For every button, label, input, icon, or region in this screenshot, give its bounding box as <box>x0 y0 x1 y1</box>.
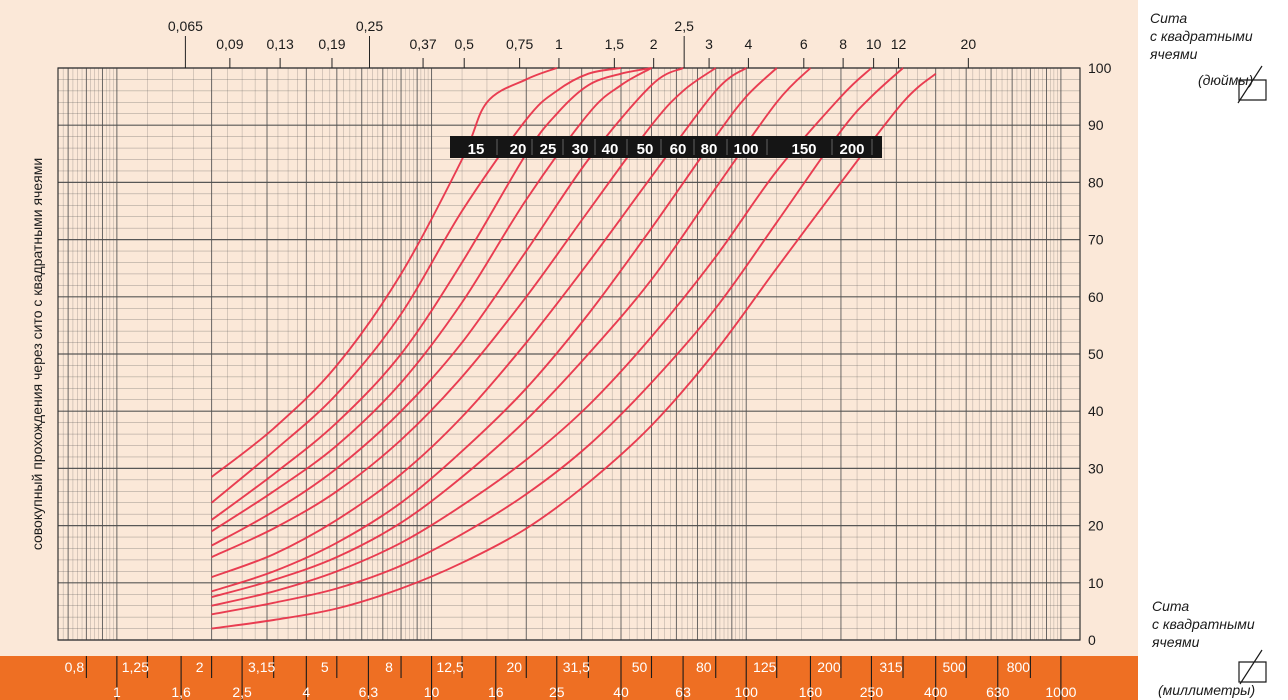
legend-top-line1: Сита <box>1150 10 1188 26</box>
y-tick-label: 30 <box>1088 460 1104 476</box>
bottom-tick-label: 12,5 <box>436 659 463 675</box>
top-tick-label-upper: 2,5 <box>674 18 694 34</box>
bottom-tick-label: 800 <box>1007 659 1031 675</box>
top-tick-label: 20 <box>961 36 977 52</box>
curve-label: 150 <box>791 141 816 158</box>
top-tick-label: 3 <box>705 36 713 52</box>
top-tick-label: 10 <box>866 36 882 52</box>
bottom-tick-label-lower: 6,3 <box>359 684 379 700</box>
bottom-tick-label: 125 <box>753 659 777 675</box>
top-tick-label: 4 <box>744 36 752 52</box>
top-tick-label: 1,5 <box>605 36 625 52</box>
legend-top-unit: (дюймы) <box>1198 72 1254 88</box>
legend-top-line3: ячеями <box>1150 46 1198 62</box>
legend-bottom-line3: ячеями <box>1152 634 1200 650</box>
bottom-tick-label: 1,25 <box>122 659 149 675</box>
bottom-tick-label: 5 <box>321 659 329 675</box>
curve-label: 200 <box>839 141 864 158</box>
y-tick-label: 60 <box>1088 289 1104 305</box>
y-tick-label: 20 <box>1088 518 1104 534</box>
bottom-tick-label: 0,8 <box>65 659 85 675</box>
bottom-tick-label: 500 <box>942 659 966 675</box>
top-tick-label-upper: 0,065 <box>168 18 203 34</box>
bottom-tick-label-lower: 10 <box>424 684 440 700</box>
y-tick-label: 80 <box>1088 174 1104 190</box>
curve-label-bar <box>450 136 882 158</box>
curve-label: 30 <box>572 141 589 158</box>
curve-label: 80 <box>701 141 718 158</box>
top-tick-label-upper: 0,25 <box>356 18 383 34</box>
grading-curve <box>211 67 652 521</box>
y-axis-title: совокупный прохождения через сито с квад… <box>29 158 45 550</box>
curve-label: 25 <box>540 141 557 158</box>
curve-label: 60 <box>670 141 687 158</box>
top-tick-label: 0,5 <box>454 36 474 52</box>
bottom-tick-label-lower: 400 <box>924 684 948 700</box>
top-tick-label: 0,75 <box>506 36 533 52</box>
plot-frame <box>57 67 1081 641</box>
grading-curve <box>211 72 937 630</box>
grading-curve <box>211 67 684 547</box>
curve-label: 15 <box>468 141 485 158</box>
bottom-tick-label: 2 <box>196 659 204 675</box>
bottom-tick-label-lower: 160 <box>799 684 823 700</box>
grading-curve <box>211 67 717 558</box>
grading-curve <box>210 67 622 504</box>
chart-panel <box>0 0 1138 656</box>
bottom-tick-label-lower: 630 <box>986 684 1010 700</box>
curve-label: 40 <box>602 141 619 158</box>
legend-bottom-line1: Сита <box>1152 598 1190 614</box>
bottom-tick-label: 80 <box>696 659 712 675</box>
grading-curve <box>211 67 812 599</box>
top-tick-label: 1 <box>555 36 563 52</box>
y-tick-label: 0 <box>1088 632 1096 648</box>
bottom-tick-label-lower: 250 <box>860 684 884 700</box>
top-tick-label: 0,13 <box>266 36 293 52</box>
grading-curve <box>211 67 558 478</box>
bottom-tick-label-lower: 25 <box>549 684 565 700</box>
curve-label: 100 <box>733 141 758 158</box>
bottom-tick-label-lower: 40 <box>613 684 629 700</box>
legend-bottom-line2: с квадратными <box>1152 616 1255 632</box>
bottom-tick-label-lower: 4 <box>302 684 310 700</box>
bottom-scale-band <box>0 656 1138 700</box>
bottom-tick-label-lower: 1 <box>113 684 121 700</box>
legend-bottom-unit: (миллиметры) <box>1158 682 1256 698</box>
top-tick-label: 8 <box>839 36 847 52</box>
y-tick-label: 50 <box>1088 346 1104 362</box>
bottom-tick-label: 200 <box>817 659 841 675</box>
bottom-tick-label-lower: 100 <box>735 684 759 700</box>
sieve-square-icon <box>1238 649 1267 685</box>
sieve-square-icon <box>1237 65 1267 104</box>
top-tick-label: 6 <box>800 36 808 52</box>
bottom-tick-label: 50 <box>632 659 648 675</box>
y-tick-label: 90 <box>1088 117 1104 133</box>
bottom-tick-label: 3,15 <box>248 659 275 675</box>
top-tick-label: 0,09 <box>216 36 243 52</box>
bottom-tick-label-lower: 1000 <box>1045 684 1076 700</box>
bottom-tick-label: 8 <box>385 659 393 675</box>
bottom-tick-label: 20 <box>506 659 522 675</box>
top-tick-label: 2 <box>650 36 658 52</box>
grading-curve <box>211 67 652 533</box>
y-tick-label: 10 <box>1088 575 1104 591</box>
bottom-tick-label: 315 <box>879 659 903 675</box>
y-tick-label: 40 <box>1088 403 1104 419</box>
y-tick-label: 100 <box>1088 60 1112 76</box>
top-tick-label: 12 <box>891 36 907 52</box>
bottom-tick-label-lower: 1,6 <box>171 684 191 700</box>
bottom-tick-label-lower: 2,5 <box>232 684 252 700</box>
curve-label: 20 <box>510 141 527 158</box>
curve-label: 50 <box>637 141 654 158</box>
grading-curve <box>211 67 873 607</box>
top-tick-label: 0,19 <box>318 36 345 52</box>
bottom-tick-label-lower: 16 <box>488 684 504 700</box>
y-tick-label: 70 <box>1088 232 1104 248</box>
bottom-tick-label-lower: 63 <box>675 684 691 700</box>
top-tick-label: 0,37 <box>409 36 436 52</box>
legend-top-line2: с квадратными <box>1150 28 1253 44</box>
bottom-tick-label: 31,5 <box>563 659 590 675</box>
